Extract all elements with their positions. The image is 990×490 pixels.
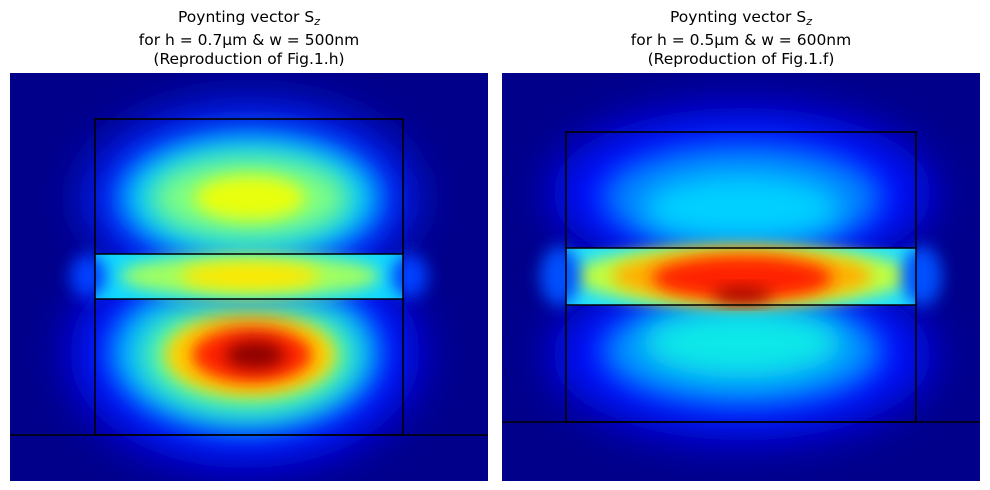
upper-lobe-peak-left [195, 176, 305, 220]
slot-glow-left-edge [70, 254, 106, 298]
heatmap-left [10, 73, 488, 481]
slot-core-right [712, 287, 772, 303]
slot-glow-left-edge-right [540, 246, 580, 306]
slot-peak-right [652, 256, 832, 300]
upper-lobe-inner-right [642, 173, 842, 243]
slot-glow-right-edge [392, 254, 428, 298]
panel-left: Poynting vector Sz for h = 0.7μm & w = 5… [10, 0, 488, 490]
chart-title-right: Poynting vector Sz for h = 0.5μm & w = 6… [502, 8, 980, 69]
panel-right: Poynting vector Sz for h = 0.5μm & w = 6… [502, 0, 980, 490]
lower-lobe-core-left [225, 341, 285, 369]
title-line3-left: (Reproduction of Fig.1.h) [153, 50, 345, 68]
chart-title-left: Poynting vector Sz for h = 0.7μm & w = 5… [10, 8, 488, 69]
title-line2-left: for h = 0.7μm & w = 500nm [138, 31, 360, 49]
slot-peak-left [180, 262, 320, 290]
title-line2-right: for h = 0.5μm & w = 600nm [630, 31, 852, 49]
title-line3-right: (Reproduction of Fig.1.f) [647, 50, 835, 68]
title-line1-right: Poynting vector Sz [670, 8, 812, 28]
slot-glow-right-edge-right [902, 246, 942, 306]
title-line1-left: Poynting vector Sz [178, 8, 320, 28]
heatmap-right [502, 73, 980, 481]
lower-lobe-inner-right [642, 308, 842, 378]
